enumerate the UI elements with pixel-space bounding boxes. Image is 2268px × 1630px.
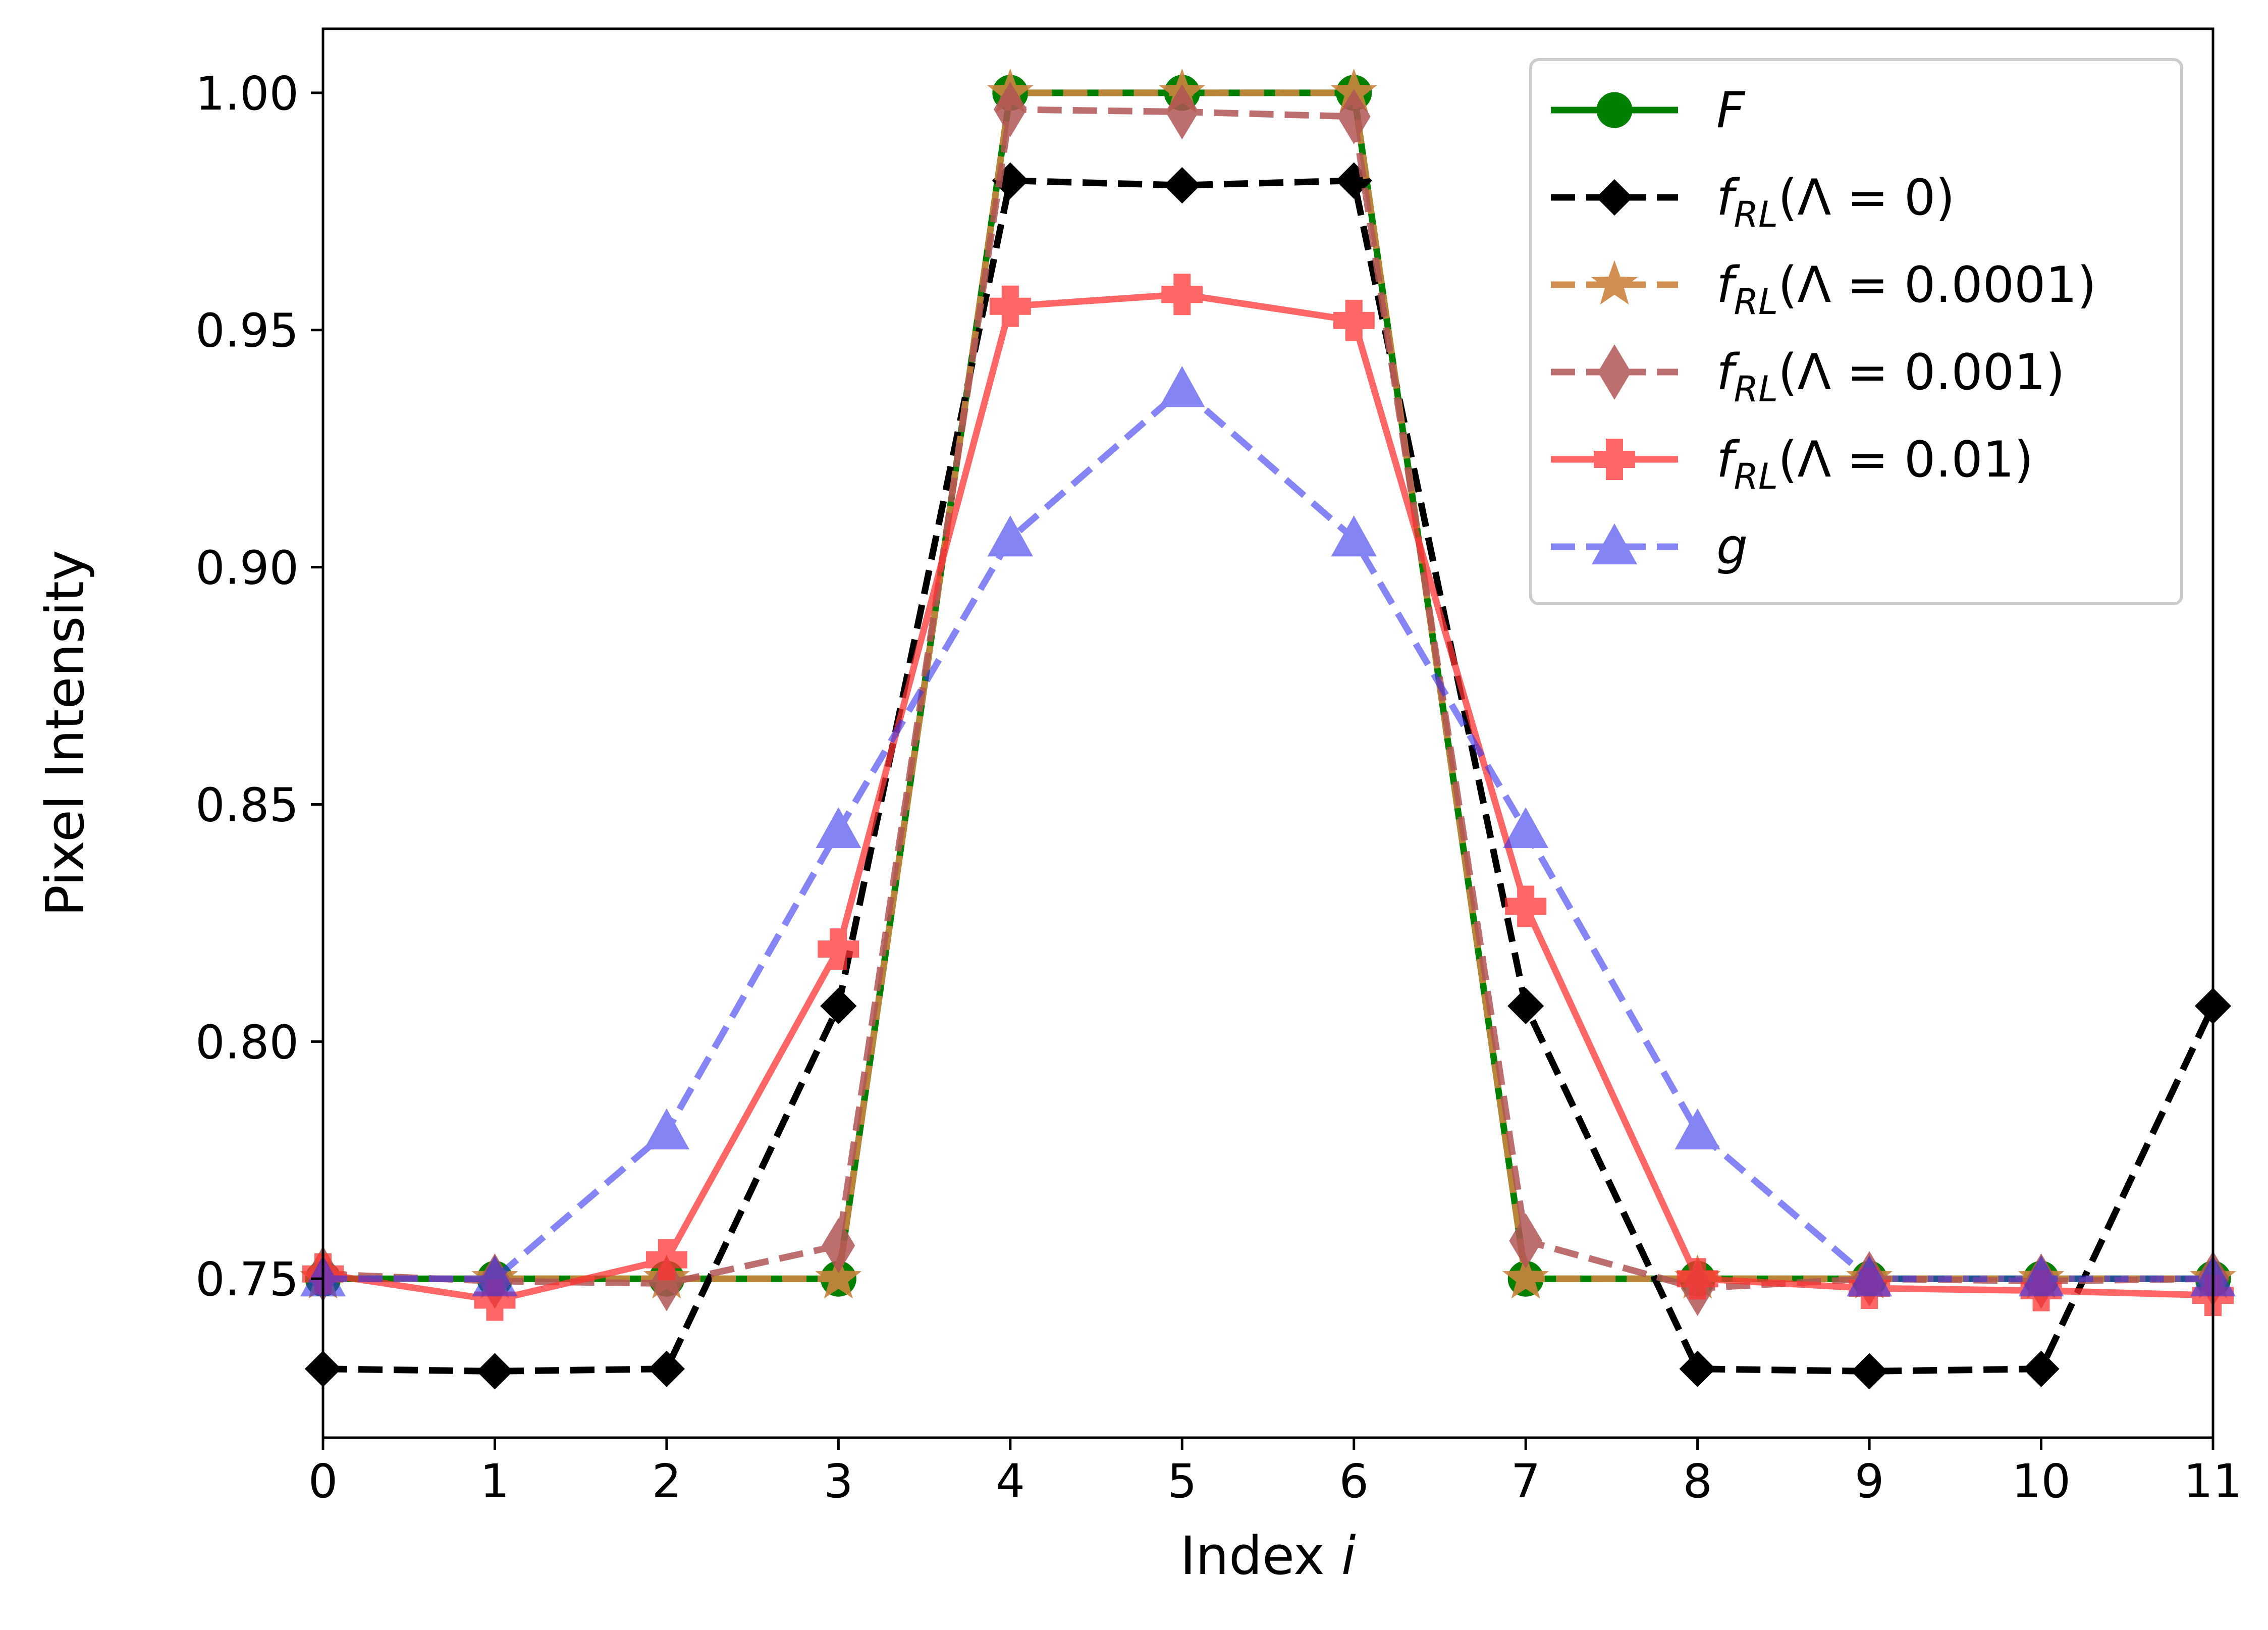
y-axis-title: Pixel Intensity [34,550,96,916]
series-point [1502,1254,1549,1299]
legend-entry [1551,260,1678,305]
x-tick-label: 3 [824,1454,853,1508]
legend-label: F [1716,82,1746,139]
series-point [822,1218,855,1274]
series-layer [299,68,2237,1390]
x-tick-label: 2 [652,1454,682,1508]
series-line [322,291,2213,1303]
plot-frame [321,27,2215,1439]
x-tick-label: 5 [1167,1454,1197,1508]
series-point [643,1108,690,1149]
legend-box [1529,58,2183,605]
legend-label: fRL(Λ = 0) [1716,169,1955,235]
x-axis-title: Index i [1180,1525,1356,1587]
series-point [1337,88,1371,144]
series-point [1507,987,1544,1024]
x-tick-label: 11 [2183,1454,2242,1508]
x-tick-label: 7 [1511,1454,1541,1508]
series-point [820,987,857,1024]
legend-marker [1598,344,1631,400]
x-tick-label: 0 [308,1454,338,1508]
series-point [815,1254,862,1299]
legend-label: g [1716,518,1748,576]
series-point [2018,1255,2064,1297]
x-tick-label: 4 [996,1454,1025,1508]
x-tick-label: 8 [1683,1454,1712,1508]
x-tick-label: 10 [2012,1454,2071,1508]
legend-marker [1591,523,1638,564]
series-point [1159,366,1205,407]
x-axis-title-variable: i [1341,1525,1356,1587]
legend-entry [1551,344,1678,400]
series-point [1509,1213,1543,1269]
series-point [1679,1350,1716,1387]
series-point [2023,1350,2060,1387]
y-tick-label: 1.00 [195,67,299,121]
series-line [322,106,2213,1292]
series-point [818,928,859,970]
series-point [1503,807,1549,849]
legend-label-sub: RL [1734,456,1778,497]
legend-entry [1551,179,1678,216]
y-tick-label: 0.95 [195,304,299,358]
legend-entry [1551,92,1678,128]
x-axis-ticks: 0 1 2 3 4 5 6 7 8 9 10 11 [308,1438,2243,1508]
legend-entry [1551,439,1678,480]
y-tick-label: 0.75 [195,1252,299,1306]
series-line [323,386,2213,1282]
y-axis-ticks: 0.75 0.80 0.85 0.90 0.95 1.00 [195,67,323,1306]
x-tick-label: 6 [1339,1454,1369,1508]
series-point [987,515,1033,557]
y-tick-label: 0.80 [195,1015,299,1069]
legend-entry [1551,523,1678,564]
series-point [816,807,861,849]
series-point [1164,167,1201,204]
legend-label: fRL(Λ = 0.0001) [1716,256,2096,323]
y-tick-label: 0.85 [195,778,299,832]
series-point [1331,515,1377,557]
series-point [1851,1353,1888,1390]
series-point [645,1239,687,1281]
legend-marker [1594,439,1635,480]
legend-marker [1591,260,1638,305]
series-point [472,1255,518,1297]
series-point [648,1350,685,1387]
legend-label-base: g [1716,518,1748,576]
series-point [1675,1108,1720,1149]
series-point [1505,885,1547,927]
legend-marker [1596,92,1633,128]
x-axis-title-space [1325,1525,1341,1587]
x-axis-title-text: Index [1180,1525,1324,1587]
series-point [1846,1255,1893,1297]
legend-label-sub: RL [1734,281,1778,323]
legend-label-arg: (Λ = 0.0001) [1778,256,2096,314]
series-point [993,81,1027,137]
series-line [322,177,2216,1375]
legend-label-base: F [1716,82,1746,139]
series-3 [306,81,2230,1316]
x-tick-label: 1 [480,1454,510,1508]
series-point [1165,84,1199,140]
series-point [989,285,1031,327]
legend-label-arg: (Λ = 0.01) [1778,431,2033,489]
legend-label: fRL(Λ = 0.001) [1716,344,2065,410]
x-tick-label: 9 [1855,1454,1884,1508]
legend-label-sub: RL [1734,369,1778,410]
series-point [476,1353,513,1390]
series-point [1677,1258,1718,1300]
series-point [1161,274,1203,316]
legend-label-sub: RL [1734,194,1778,235]
legend-label-arg: (Λ = 0) [1778,169,1955,227]
legend-label-arg: (Λ = 0.001) [1778,344,2065,401]
y-tick-label: 0.90 [195,541,299,595]
series-point [1333,299,1375,341]
legend-marker [1596,179,1633,216]
